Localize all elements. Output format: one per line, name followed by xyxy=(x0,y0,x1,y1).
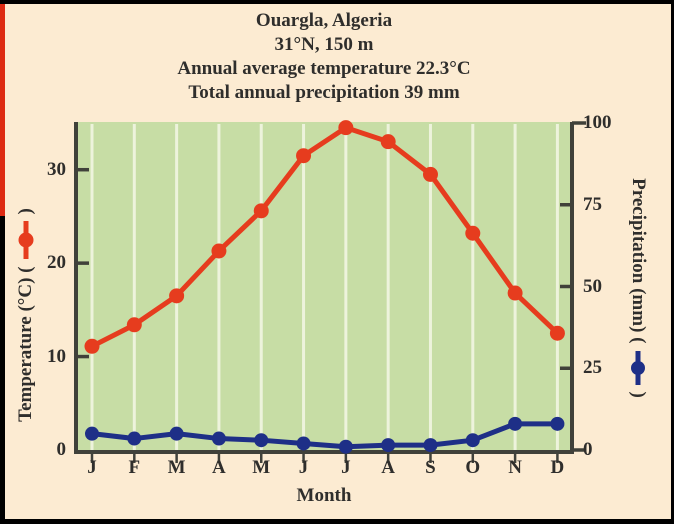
temperature-point xyxy=(549,325,565,341)
figure-border-right xyxy=(671,0,674,524)
left-axis-title-text: Temperature (°C) ( xyxy=(15,266,36,422)
precipitation-point xyxy=(296,436,311,451)
month-label: A xyxy=(381,457,396,478)
precipitation-point xyxy=(85,426,99,441)
temperature-point xyxy=(507,285,523,301)
precipitation-point xyxy=(465,433,480,448)
temperature-point xyxy=(169,288,185,304)
x-axis-title: Month xyxy=(296,485,352,506)
precipitation-point xyxy=(127,431,142,446)
temperature-point xyxy=(422,166,438,182)
left-axis-title: Temperature (°C) ( ) xyxy=(6,155,46,475)
chart-title-block: Ouargla, Algeria 31°N, 150 m Annual aver… xyxy=(74,9,574,105)
left-axis-tick-label: 0 xyxy=(56,439,67,460)
month-label: J xyxy=(87,457,97,478)
month-label: A xyxy=(212,457,226,478)
month-label: M xyxy=(252,457,271,478)
temperature-line xyxy=(89,125,560,349)
left-axis-title-paren: ) xyxy=(15,208,36,215)
temperature-point xyxy=(338,120,354,136)
temperature-point xyxy=(253,203,269,219)
right-axis-title-text: Precipitation (mm) ( xyxy=(628,178,649,344)
left-axis-tick-label: 10 xyxy=(47,345,66,367)
right-axis-title: Precipitation (mm) ( ) xyxy=(618,128,658,448)
right-axis-tick-label: 25 xyxy=(583,357,602,379)
precipitation-point xyxy=(550,416,565,431)
climate-chart-svg xyxy=(74,120,586,463)
plot-background xyxy=(76,122,572,452)
left-axis-tick-label: 20 xyxy=(47,252,66,274)
precipitation-point xyxy=(211,431,226,446)
month-label: N xyxy=(508,457,522,478)
temperature-point xyxy=(380,134,396,150)
month-label: M xyxy=(167,457,186,478)
temperature-point xyxy=(296,148,312,164)
figure-border-bottom xyxy=(0,519,674,524)
month-label: J xyxy=(341,457,351,478)
month-label: S xyxy=(425,457,436,478)
plot-area xyxy=(74,120,586,464)
figure-border-red-accent xyxy=(0,4,5,216)
temperature-point xyxy=(126,317,142,333)
month-label: D xyxy=(550,457,565,478)
legend-dot xyxy=(18,233,34,248)
right-axis-tick-label: 50 xyxy=(583,275,602,297)
right-axis-title-paren: ) xyxy=(628,391,649,398)
title-location: Ouargla, Algeria xyxy=(255,10,393,31)
precipitation-point xyxy=(381,438,396,453)
legend-dot xyxy=(631,360,645,375)
temperature-point xyxy=(211,243,227,259)
figure-border-top xyxy=(0,0,674,4)
month-label: J xyxy=(298,457,309,478)
precipitation-point xyxy=(423,438,438,453)
right-axis-tick-label: 75 xyxy=(583,193,602,215)
month-label: O xyxy=(465,457,481,478)
precipitation-point xyxy=(169,426,184,441)
precipitation-point xyxy=(508,416,523,431)
right-axis-tick-label: 100 xyxy=(583,112,612,133)
title-coordinates: 31°N, 150 m xyxy=(274,34,374,55)
month-label: F xyxy=(128,457,141,478)
precipitation-legend-symbol-icon xyxy=(631,350,645,385)
title-avg-temperature: Annual average temperature 22.3°C xyxy=(177,58,471,79)
title-total-precipitation: Total annual precipitation 39 mm xyxy=(188,82,460,103)
temperature-legend-symbol-icon xyxy=(18,221,34,260)
figure-border-left xyxy=(0,0,5,524)
left-axis-tick-label: 30 xyxy=(47,158,66,180)
precipitation-point xyxy=(254,433,269,448)
precipitation-point xyxy=(338,439,353,454)
precipitation-line xyxy=(89,421,560,450)
temperature-point xyxy=(84,338,100,354)
temperature-point xyxy=(465,225,481,241)
right-axis-tick-label: 0 xyxy=(583,439,593,460)
